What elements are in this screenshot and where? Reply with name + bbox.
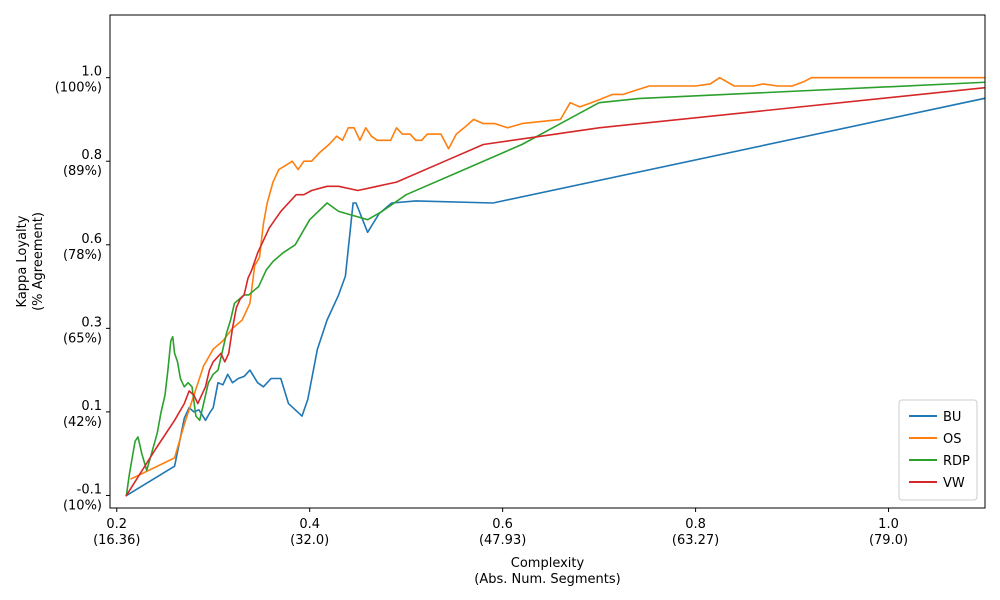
plot-frame (109, 14, 986, 509)
series-layer (125, 76, 985, 497)
x-tick-label: 0.8 (63.27) (672, 517, 719, 548)
x-tick-label: 0.2 (16.36) (93, 517, 140, 548)
y-tick-label: -0.1 (10%) (63, 482, 102, 513)
x-tick-label: 0.4 (32.0) (290, 517, 329, 548)
legend-label-rdp: RDP (943, 454, 970, 469)
y-axis: -0.1 (10%) 0.1 (42%) 0.3 (65%) 0.6 (78%) 0.8 (89%… (55, 65, 110, 513)
series-line-rdp (125, 81, 985, 497)
y-tick-label: 0.3 (65%) (63, 315, 102, 346)
y-axis-label: Kappa Loyalty(% Agreement) (15, 212, 46, 311)
y-tick-label: 0.1 (42%) (63, 399, 102, 430)
x-tick-label: 0.6 (47.93) (479, 517, 526, 548)
y-tick-label: 0.8 (89%) (63, 148, 102, 179)
legend: BU OS RDP VW (898, 399, 978, 501)
legend-label-os: OS (943, 432, 961, 447)
x-axis: 0.2 (16.36) 0.4 (32.0) 0.6 (47.93) 0.8 (63.27) 1… (93, 508, 908, 548)
legend-label-vw: VW (943, 476, 965, 491)
x-axis-label: Complexity (Abs. Num. Segments) (474, 556, 621, 587)
y-tick-label: 1.0 (100%) (55, 65, 102, 96)
x-tick-label: 1.0 (79.0) (869, 517, 908, 548)
series-line-vw (125, 86, 985, 497)
legend-label-bu: BU (943, 410, 961, 425)
series-line-os (130, 76, 985, 480)
x-axis-title: Complexity (Abs. Num. Segments) (474, 556, 621, 587)
y-tick-label: 0.6 (78%) (63, 232, 102, 263)
y-axis-title: Kappa Loyalty(% Agreement) (15, 212, 46, 311)
legend-box (898, 399, 978, 501)
